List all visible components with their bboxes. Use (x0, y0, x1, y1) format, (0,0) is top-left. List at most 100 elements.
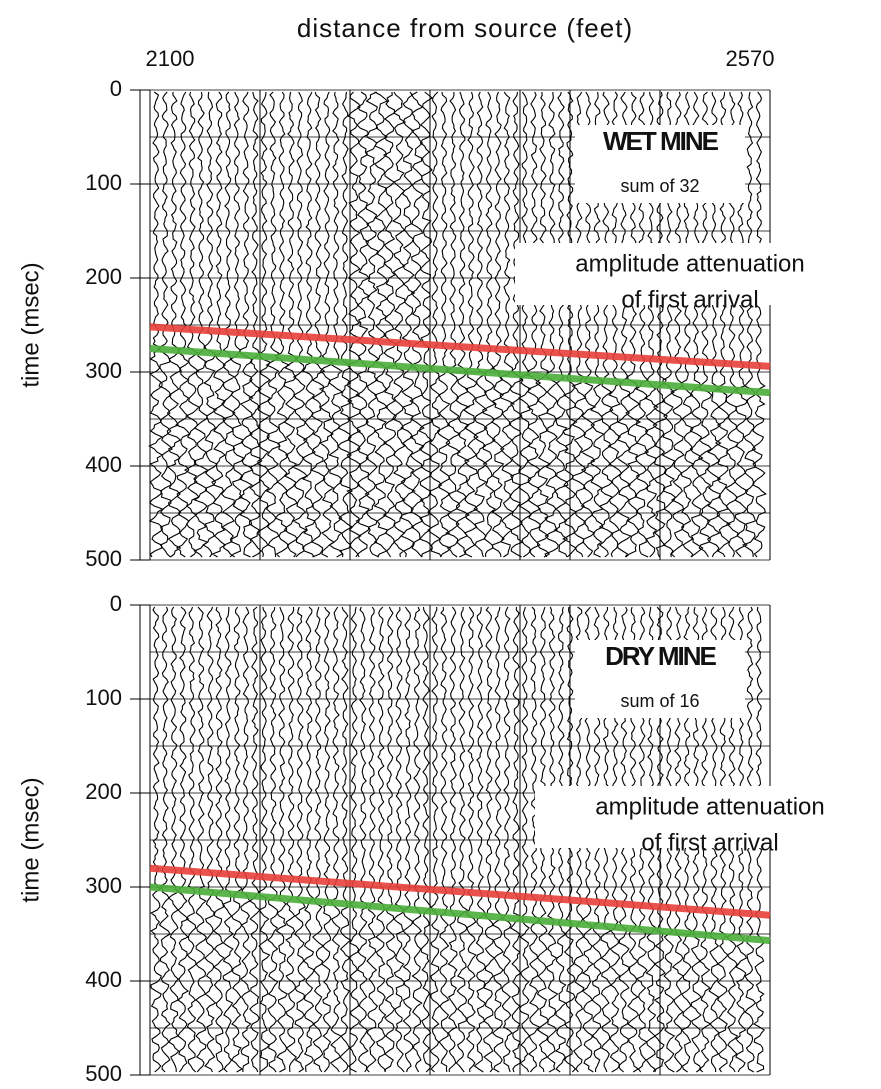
trace (553, 91, 569, 558)
trace (411, 606, 423, 1073)
trace (167, 606, 180, 1072)
trace (347, 606, 361, 1073)
trace (518, 606, 531, 1073)
trace (393, 606, 405, 1073)
trace (293, 606, 307, 1073)
trace (384, 606, 397, 1073)
trace (445, 91, 462, 558)
y-tick-label: 0 (110, 591, 122, 616)
note-text: of first arrival (641, 829, 778, 856)
trace (373, 91, 389, 558)
trace (339, 606, 352, 1073)
annotation-box (575, 125, 745, 203)
trace (291, 91, 309, 558)
y-axis-label: time (msec) (17, 262, 44, 387)
trace (265, 91, 281, 558)
trace (463, 91, 479, 558)
trace (222, 607, 235, 1073)
trace (283, 91, 299, 558)
y-tick-label: 400 (85, 452, 122, 477)
trace (438, 606, 450, 1073)
trace (455, 91, 471, 558)
trace (473, 606, 487, 1073)
y-tick-label: 500 (85, 1061, 122, 1084)
trace (455, 606, 469, 1073)
trace (301, 91, 317, 558)
trace (482, 91, 497, 558)
trace (337, 91, 354, 558)
annotation-title: WET MINE (603, 126, 719, 156)
y-tick-label: 300 (85, 358, 122, 383)
trace (229, 91, 246, 558)
trace (741, 91, 757, 557)
trace (204, 606, 217, 1073)
trace (473, 91, 488, 558)
trace (175, 91, 191, 558)
y-tick-label: 300 (85, 873, 122, 898)
y-tick-label: 200 (85, 264, 122, 289)
trace (365, 606, 379, 1073)
trace (429, 606, 441, 1073)
arrival-line (149, 323, 771, 370)
trace (409, 91, 425, 558)
trace (150, 606, 162, 1073)
note-text: amplitude attenuation (595, 793, 825, 820)
trace (248, 606, 261, 1073)
x-tick-label: 2100 (146, 46, 195, 71)
y-tick-label: 500 (85, 546, 122, 571)
trace (195, 606, 208, 1073)
trace (535, 91, 552, 558)
trace (436, 91, 452, 558)
trace (491, 606, 504, 1073)
trace (526, 91, 542, 558)
trace (509, 606, 522, 1073)
trace (544, 91, 559, 558)
y-tick-label: 200 (85, 779, 122, 804)
trace (355, 91, 371, 558)
trace (211, 91, 227, 558)
trace (185, 606, 198, 1073)
trace (465, 606, 477, 1073)
trace (238, 91, 254, 558)
trace (267, 606, 279, 1073)
trace (258, 606, 271, 1073)
trace (357, 606, 369, 1073)
y-tick-label: 100 (85, 685, 122, 710)
trace (193, 91, 209, 558)
y-tick-label: 400 (85, 967, 122, 992)
trace (212, 606, 226, 1073)
trace (402, 606, 415, 1073)
annotation-text: sum of 16 (620, 691, 699, 711)
trace (499, 91, 516, 558)
note-text: of first arrival (621, 286, 758, 313)
trace (318, 91, 335, 558)
trace (329, 606, 343, 1073)
trace (517, 91, 532, 558)
arrival-line (149, 864, 771, 919)
y-axis-label: time (msec) (17, 777, 44, 902)
trace (285, 606, 298, 1073)
trace (391, 91, 407, 558)
trace (375, 606, 387, 1073)
trace (482, 606, 496, 1073)
trace (527, 606, 541, 1073)
trace (166, 91, 182, 558)
y-tick-label: 0 (110, 76, 122, 101)
note-box (515, 243, 865, 305)
annotation-title: DRY MINE (605, 641, 716, 671)
annotation-text: sum of 32 (620, 176, 699, 196)
trace (230, 606, 244, 1073)
trace (447, 606, 458, 1072)
trace (420, 606, 432, 1073)
trace (364, 91, 380, 558)
trace (400, 91, 416, 558)
trace (239, 606, 252, 1072)
traces (148, 90, 771, 1075)
trace (418, 91, 434, 558)
trace (382, 91, 397, 558)
trace (176, 606, 190, 1073)
trace (508, 91, 524, 558)
note-box (535, 786, 881, 848)
trace (751, 91, 767, 558)
